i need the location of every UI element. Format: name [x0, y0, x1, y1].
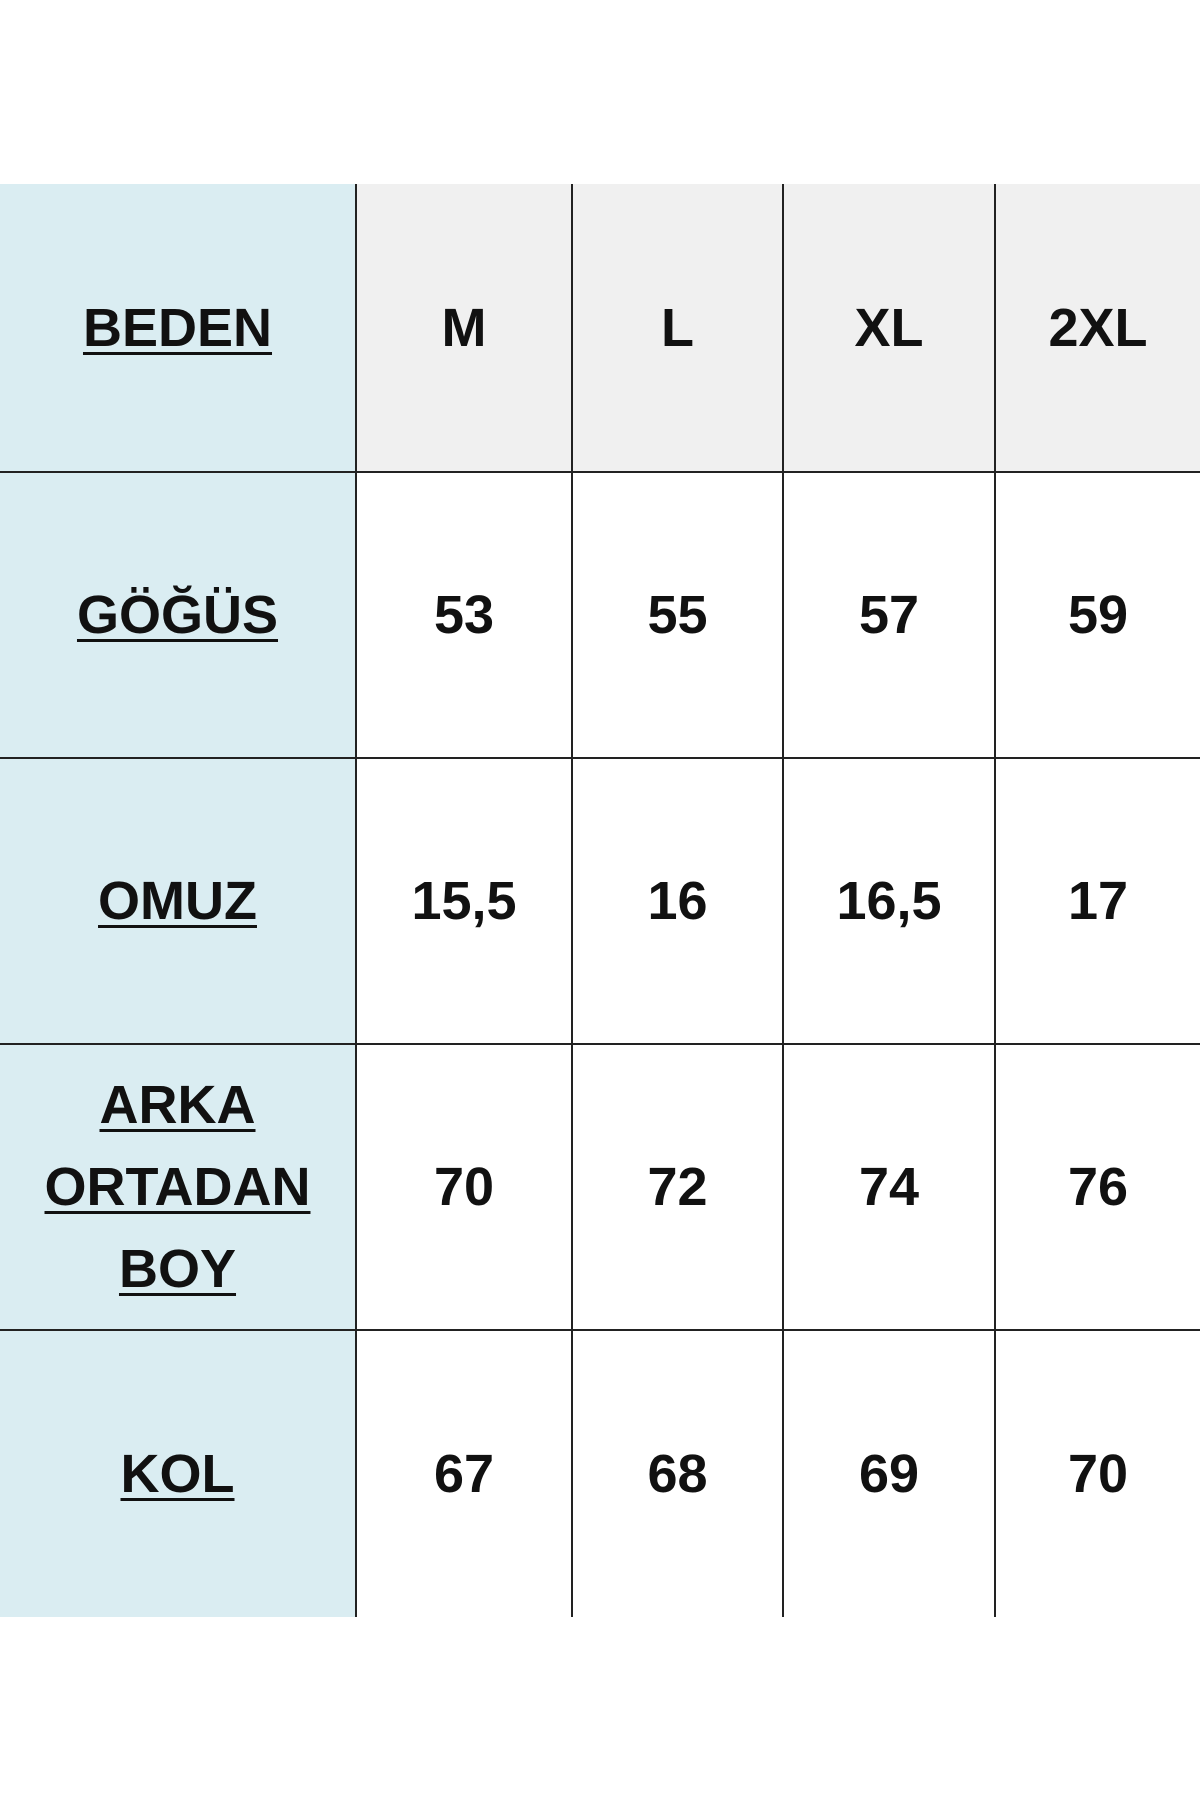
table-cell: 74: [782, 1043, 994, 1329]
row-label-text: OMUZ: [98, 871, 257, 931]
row-label-text: KOL: [120, 1444, 235, 1504]
size-header-m: M: [355, 184, 571, 471]
table-cell: 72: [571, 1043, 782, 1329]
size-header-xl: XL: [782, 184, 994, 471]
table-cell: 16: [571, 757, 782, 1043]
table-cell: 76: [994, 1043, 1200, 1329]
row-label-text: BOY: [118, 1239, 237, 1299]
table-cell: 59: [994, 471, 1200, 757]
row-label-shoulder: OMUZ: [0, 757, 355, 1043]
row-label-back-length: ARKA ORTADAN BOY: [0, 1043, 355, 1329]
table-cell: 17: [994, 757, 1200, 1043]
header-label-cell: BEDEN: [0, 184, 355, 471]
table-cell: 70: [355, 1043, 571, 1329]
table-cell: 69: [782, 1329, 994, 1617]
table-cell: 53: [355, 471, 571, 757]
table-cell: 16,5: [782, 757, 994, 1043]
table-cell: 68: [571, 1329, 782, 1617]
size-chart-table: BEDEN M L XL 2XL GÖĞÜS 53 55 57 59 OMUZ …: [0, 184, 1200, 1617]
row-label-text: GÖĞÜS: [76, 585, 279, 645]
table-cell: 70: [994, 1329, 1200, 1617]
header-label: BEDEN: [82, 297, 273, 358]
table-cell: 67: [355, 1329, 571, 1617]
row-label-text: ORTADAN: [44, 1157, 311, 1217]
row-label-text: ARKA: [99, 1075, 256, 1135]
size-header-l: L: [571, 184, 782, 471]
table-cell: 15,5: [355, 757, 571, 1043]
table-cell: 55: [571, 471, 782, 757]
row-label-sleeve: KOL: [0, 1329, 355, 1617]
size-header-2xl: 2XL: [994, 184, 1200, 471]
row-label-chest: GÖĞÜS: [0, 471, 355, 757]
table-cell: 57: [782, 471, 994, 757]
